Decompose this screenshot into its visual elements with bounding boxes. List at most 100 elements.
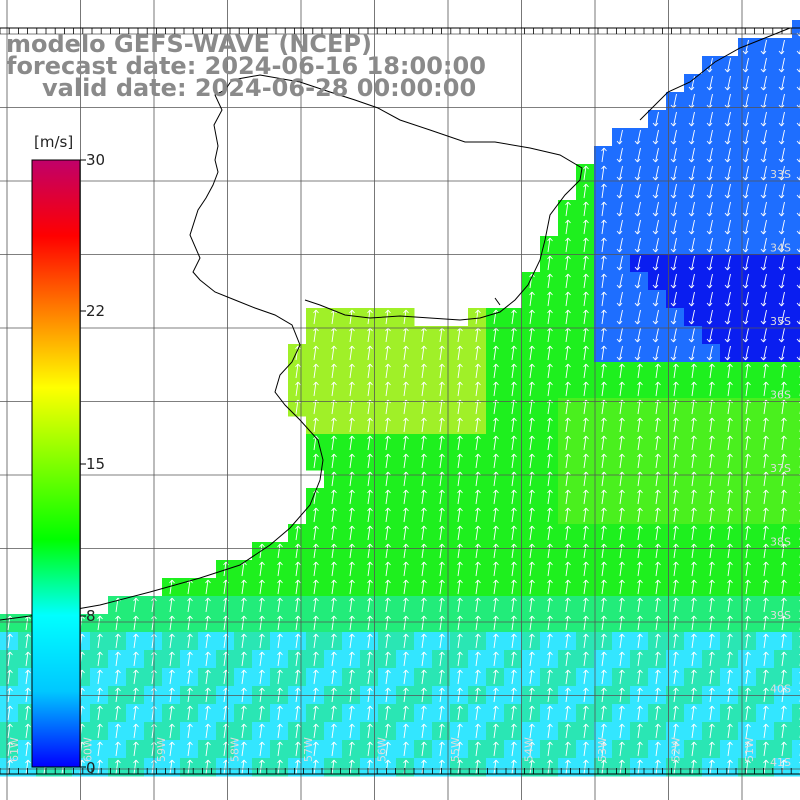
- field-cell: [792, 506, 800, 525]
- wind-arrow: [475, 543, 481, 559]
- wind-arrow: [367, 597, 373, 613]
- wind-arrow: [565, 201, 571, 217]
- wind-arrow: [745, 759, 751, 775]
- wind-arrow: [493, 345, 499, 361]
- wind-arrow: [619, 435, 625, 451]
- wind-arrow: [619, 723, 625, 739]
- wind-arrow: [349, 525, 355, 541]
- wind-arrow: [778, 147, 785, 163]
- wind-arrow: [634, 129, 641, 145]
- wind-arrow: [781, 453, 787, 469]
- wind-arrow: [511, 435, 517, 451]
- wind-arrow: [421, 507, 427, 523]
- wind-arrow: [331, 525, 337, 541]
- wind-arrow: [367, 417, 373, 433]
- wind-arrow: [655, 579, 661, 595]
- wind-arrow: [583, 543, 589, 559]
- wind-arrow: [565, 309, 571, 325]
- wind-arrow: [616, 219, 623, 235]
- wind-arrow: [169, 705, 175, 721]
- wind-arrow: [655, 435, 661, 451]
- wind-arrow: [637, 723, 643, 739]
- wind-arrow: [601, 291, 607, 307]
- wind-arrow: [547, 309, 553, 325]
- field-cell: [792, 128, 800, 147]
- wind-arrow: [724, 237, 731, 253]
- latitude-label: 33S: [770, 168, 791, 181]
- wind-arrow: [778, 165, 785, 181]
- wind-arrow: [439, 417, 445, 433]
- wind-arrow: [727, 633, 733, 649]
- wind-arrow: [493, 543, 499, 559]
- wind-arrow: [652, 237, 659, 253]
- wind-arrow: [457, 651, 463, 667]
- wind-arrow: [724, 219, 731, 235]
- wind-arrow: [724, 165, 731, 181]
- wind-arrow: [724, 345, 731, 361]
- wind-arrow: [619, 417, 625, 433]
- wind-arrow: [277, 759, 283, 775]
- wind-arrow: [583, 615, 589, 631]
- wind-arrow: [547, 597, 553, 613]
- wind-arrow: [709, 687, 715, 703]
- wind-arrow: [637, 435, 643, 451]
- wind-arrow: [691, 579, 697, 595]
- wind-arrow: [742, 237, 749, 253]
- wind-arrow: [565, 561, 571, 577]
- longitude-label: 55W: [449, 737, 462, 762]
- wind-arrow: [259, 723, 265, 739]
- wind-arrow: [778, 237, 785, 253]
- wind-arrow: [745, 579, 751, 595]
- wind-arrow: [475, 345, 481, 361]
- wind-arrow: [742, 273, 749, 289]
- wind-arrow: [421, 669, 427, 685]
- wind-arrow: [511, 759, 517, 775]
- wind-arrow: [169, 615, 175, 631]
- wind-arrow: [439, 507, 445, 523]
- wind-arrow: [727, 363, 733, 379]
- wind-arrow: [601, 201, 607, 217]
- wind-arrow: [655, 705, 661, 721]
- wind-arrow: [403, 363, 409, 379]
- wind-arrow: [7, 723, 13, 739]
- wind-arrow: [616, 273, 623, 289]
- wind-arrow: [475, 381, 481, 397]
- wind-arrow: [778, 129, 785, 145]
- latitude-label: 39S: [770, 609, 791, 622]
- wind-arrow: [763, 471, 769, 487]
- wind-arrow: [313, 633, 319, 649]
- wind-arrow: [565, 273, 571, 289]
- wind-arrow: [709, 705, 715, 721]
- wind-arrow: [601, 183, 607, 199]
- wind-arrow: [760, 165, 767, 181]
- wind-arrow: [652, 165, 659, 181]
- wind-arrow: [724, 273, 731, 289]
- wind-arrow: [511, 561, 517, 577]
- wind-arrow: [295, 579, 301, 595]
- field-cell: [792, 434, 800, 453]
- field-cell: [792, 200, 800, 219]
- field-cell: [792, 596, 800, 615]
- wind-arrow: [742, 201, 749, 217]
- wind-arrow: [727, 723, 733, 739]
- wind-arrow: [655, 723, 661, 739]
- wind-arrow: [367, 435, 373, 451]
- wind-arrow: [313, 579, 319, 595]
- wind-arrow: [349, 579, 355, 595]
- wind-arrow: [745, 417, 751, 433]
- wind-arrow: [634, 201, 641, 217]
- wind-arrow: [475, 723, 481, 739]
- wind-arrow: [169, 579, 175, 595]
- wind-arrow: [583, 453, 589, 469]
- colorbar-tick-marks: [80, 159, 86, 768]
- wind-arrow: [655, 525, 661, 541]
- wind-arrow: [637, 489, 643, 505]
- wind-arrow: [619, 543, 625, 559]
- wind-arrow: [403, 345, 409, 361]
- wind-arrow: [529, 489, 535, 505]
- wind-arrow: [511, 489, 517, 505]
- wind-arrow: [601, 633, 607, 649]
- wind-arrow: [619, 579, 625, 595]
- wind-arrow: [781, 489, 787, 505]
- wind-arrow: [709, 363, 715, 379]
